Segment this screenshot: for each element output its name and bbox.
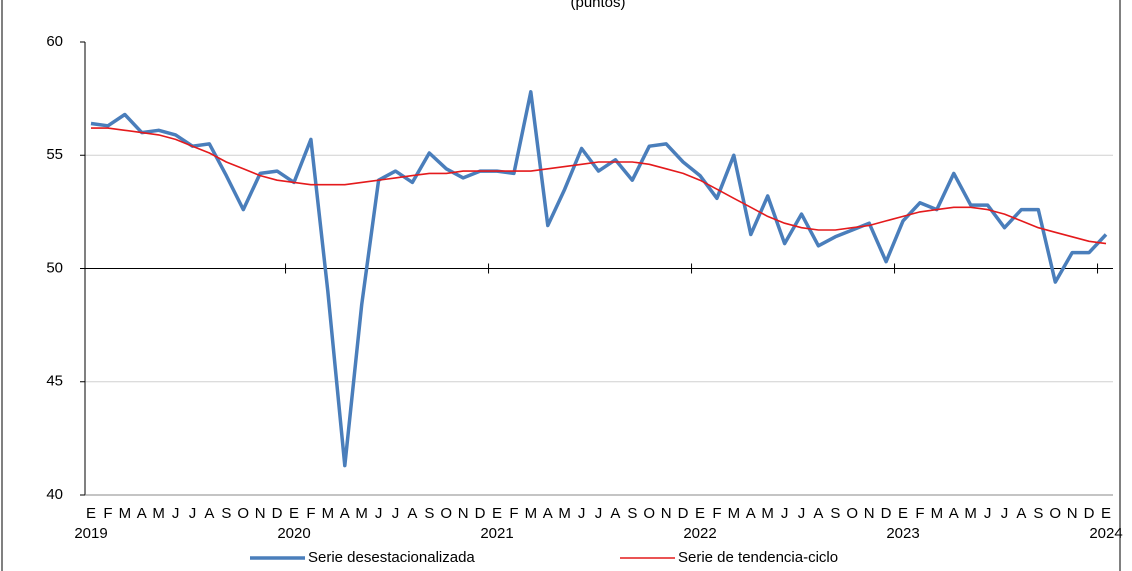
y-tick-label: 55 (46, 146, 63, 163)
x-tick-label: N (864, 505, 875, 522)
x-tick-label: E (289, 505, 299, 522)
x-tick-label: A (746, 505, 756, 522)
x-tick-label: D (1084, 505, 1095, 522)
year-label: 2019 (74, 525, 107, 542)
legend-label: Serie desestacionalizada (308, 549, 475, 566)
x-tick-label: M (525, 505, 538, 522)
x-tick-label: E (898, 505, 908, 522)
legend-label: Serie de tendencia-ciclo (678, 549, 838, 566)
y-tick-label: 45 (46, 373, 63, 390)
x-tick-label: J (172, 505, 180, 522)
x-tick-label: F (915, 505, 924, 522)
y-tick-label: 60 (46, 33, 63, 50)
x-tick-label: A (340, 505, 350, 522)
x-tick-label: N (255, 505, 266, 522)
x-tick-label: O (846, 505, 858, 522)
year-label: 2020 (277, 525, 310, 542)
x-tick-label: J (375, 505, 383, 522)
series-line (91, 127, 1107, 245)
x-tick-label: E (695, 505, 705, 522)
x-tick-label: M (355, 505, 368, 522)
x-tick-label: S (221, 505, 231, 522)
x-tick-label: A (407, 505, 417, 522)
year-label: 2024 (1089, 525, 1122, 542)
x-tick-label: M (558, 505, 571, 522)
x-tick-label: J (984, 505, 992, 522)
y-tick-label: 50 (46, 259, 63, 276)
x-tick-label: F (712, 505, 721, 522)
x-tick-label: O (237, 505, 249, 522)
year-label: 2023 (886, 525, 919, 542)
x-tick-label: D (678, 505, 689, 522)
x-tick-label: M (728, 505, 741, 522)
x-tick-label: A (137, 505, 147, 522)
x-tick-label: J (578, 505, 586, 522)
x-tick-label: O (643, 505, 655, 522)
x-tick-label: M (761, 505, 774, 522)
year-label: 2021 (480, 525, 513, 542)
x-tick-label: F (306, 505, 315, 522)
x-tick-label: J (781, 505, 789, 522)
x-tick-label: F (103, 505, 112, 522)
x-tick-label: J (1001, 505, 1009, 522)
x-tick-label: A (610, 505, 620, 522)
x-tick-label: S (830, 505, 840, 522)
x-tick-label: S (627, 505, 637, 522)
x-tick-label: A (949, 505, 959, 522)
x-tick-label: S (424, 505, 434, 522)
x-tick-label: N (1067, 505, 1078, 522)
y-tick-label: 40 (46, 486, 63, 503)
chart-title: (puntos) (570, 0, 625, 11)
x-tick-label: A (543, 505, 553, 522)
x-tick-label: S (1033, 505, 1043, 522)
x-tick-label: E (86, 505, 96, 522)
x-tick-label: E (492, 505, 502, 522)
x-tick-label: J (392, 505, 400, 522)
x-tick-label: M (119, 505, 132, 522)
x-tick-label: D (272, 505, 283, 522)
x-tick-label: F (509, 505, 518, 522)
x-tick-label: O (440, 505, 452, 522)
x-tick-label: M (964, 505, 977, 522)
x-tick-label: N (458, 505, 469, 522)
x-tick-label: J (595, 505, 603, 522)
x-tick-label: A (1016, 505, 1026, 522)
x-tick-label: N (661, 505, 672, 522)
series-line (90, 90, 1108, 468)
x-tick-label: M (322, 505, 335, 522)
x-tick-label: E (1101, 505, 1111, 522)
x-tick-label: D (881, 505, 892, 522)
x-tick-label: M (931, 505, 944, 522)
x-tick-label: A (204, 505, 214, 522)
x-tick-label: D (475, 505, 486, 522)
x-tick-label: A (813, 505, 823, 522)
x-tick-label: O (1049, 505, 1061, 522)
year-label: 2022 (683, 525, 716, 542)
x-tick-label: J (798, 505, 806, 522)
x-tick-label: M (152, 505, 165, 522)
x-tick-label: J (189, 505, 197, 522)
